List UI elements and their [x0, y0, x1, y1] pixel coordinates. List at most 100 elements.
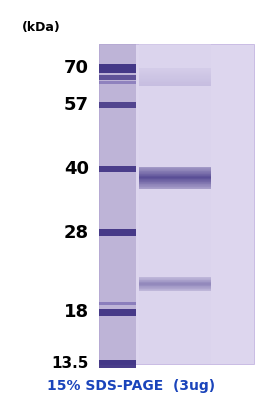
Bar [99, 111, 136, 114]
Text: 28: 28 [64, 224, 89, 242]
Bar [139, 74, 211, 75]
Bar [139, 192, 211, 196]
Bar [139, 80, 211, 84]
Bar [99, 137, 136, 140]
Bar [139, 108, 211, 112]
Bar [99, 81, 136, 84]
Bar [139, 224, 211, 228]
Bar [139, 181, 211, 182]
Bar [139, 332, 211, 336]
Bar [99, 358, 136, 361]
Bar [99, 313, 136, 316]
Bar [139, 287, 211, 288]
Bar [139, 356, 211, 360]
Bar [99, 238, 136, 241]
Bar [99, 254, 136, 257]
Bar [139, 169, 211, 170]
Bar [99, 326, 136, 329]
Bar [139, 272, 211, 276]
Bar [139, 292, 211, 296]
Bar [99, 135, 136, 137]
Bar [139, 187, 211, 188]
Bar [139, 312, 211, 316]
Bar [139, 64, 211, 68]
Bar [99, 129, 136, 132]
Bar [139, 179, 211, 180]
Bar [139, 352, 211, 356]
Bar [139, 256, 211, 260]
Bar [139, 240, 211, 244]
Bar [99, 249, 136, 252]
Bar [99, 66, 136, 68]
Bar [139, 136, 211, 140]
Bar [139, 92, 211, 96]
Bar [99, 151, 136, 153]
Bar [139, 232, 211, 236]
Bar [139, 280, 211, 281]
Bar [99, 286, 136, 289]
Bar [99, 361, 136, 364]
Bar [139, 236, 211, 240]
Bar [139, 220, 211, 224]
Bar [139, 116, 211, 120]
Bar [99, 64, 136, 72]
Bar [99, 292, 136, 294]
Bar [99, 116, 136, 119]
Bar [139, 85, 211, 86]
Bar [139, 184, 211, 185]
Bar [139, 128, 211, 132]
Bar [139, 283, 211, 284]
Text: 57: 57 [64, 96, 89, 114]
Bar [139, 176, 211, 180]
Bar [99, 305, 136, 308]
Bar [99, 79, 136, 82]
Bar [139, 171, 211, 172]
Bar [99, 230, 136, 233]
Bar [99, 289, 136, 292]
Bar [99, 108, 136, 111]
Bar [99, 297, 136, 300]
Bar [99, 316, 136, 318]
Bar [99, 193, 136, 196]
Bar [99, 98, 136, 100]
Bar [139, 168, 211, 172]
Bar [139, 264, 211, 268]
Bar [99, 166, 136, 172]
Bar [139, 172, 211, 173]
Bar [139, 100, 211, 104]
Bar [139, 172, 211, 176]
Bar [99, 217, 136, 220]
Bar [99, 228, 136, 230]
Bar [139, 174, 211, 175]
Bar [99, 270, 136, 273]
Bar [99, 302, 136, 305]
Bar [99, 95, 136, 98]
Bar [139, 304, 211, 308]
Bar [99, 284, 136, 286]
Bar [99, 132, 136, 135]
Bar [99, 204, 136, 207]
Bar [139, 44, 211, 48]
Bar [139, 84, 211, 85]
Bar [99, 185, 136, 188]
Bar [139, 80, 211, 81]
Bar [139, 148, 211, 152]
Text: 40: 40 [64, 160, 89, 178]
Bar [139, 68, 211, 69]
Bar [99, 222, 136, 225]
Bar [139, 76, 211, 80]
Bar [99, 308, 136, 310]
Bar [139, 340, 211, 344]
Bar [99, 103, 136, 106]
Bar [99, 318, 136, 321]
Bar [99, 143, 136, 145]
Bar [139, 280, 211, 284]
Bar [139, 184, 211, 188]
Bar [99, 161, 136, 164]
Bar [99, 100, 136, 103]
Bar [139, 228, 211, 232]
Bar [139, 285, 211, 286]
Bar [99, 334, 136, 337]
Bar [139, 188, 211, 189]
Bar [139, 81, 211, 82]
